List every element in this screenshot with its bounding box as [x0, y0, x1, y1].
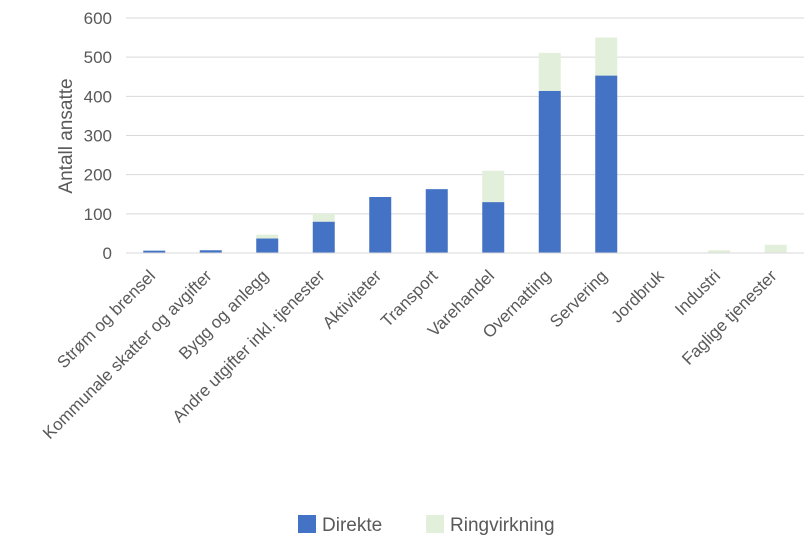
- legend-ringvirkning-swatch: [426, 515, 444, 533]
- x-tick-label-servering: Servering: [546, 266, 611, 331]
- bar-direkte-strom-og-brensel: [143, 250, 166, 253]
- bar-ringvirkning-industri: [708, 250, 731, 253]
- legend-direkte-swatch: [298, 515, 316, 533]
- x-tick-label-aktiviteter: Aktiviteter: [319, 266, 385, 332]
- bar-direkte-bygg-og-anlegg: [256, 238, 279, 253]
- y-tick-label-200: 200: [84, 166, 112, 185]
- bar-direkte-servering: [595, 75, 618, 253]
- bar-ringvirkning-andre-utgifter-inkl-tjenester: [312, 213, 335, 222]
- bar-ringvirkning-overnatting: [538, 52, 561, 91]
- y-tick-label-100: 100: [84, 205, 112, 224]
- bar-ringvirkning-varehandel: [482, 170, 505, 203]
- x-tick-label-jordbruk: Jordbruk: [607, 266, 668, 327]
- x-tick-label-industri: Industri: [671, 266, 724, 319]
- legend-ringvirkning-label: Ringvirkning: [450, 515, 555, 536]
- bar-direkte-kommunale-skatter-og-avgifter: [199, 250, 222, 253]
- legend: Direkte Ringvirkning: [298, 515, 555, 536]
- y-tick-label-600: 600: [84, 9, 112, 28]
- bar-direkte-varehandel: [482, 202, 505, 253]
- legend-direkte-label: Direkte: [322, 515, 382, 536]
- x-tick-label-strom-og-brensel: Strøm og brensel: [53, 266, 159, 372]
- y-tick-label-500: 500: [84, 48, 112, 67]
- bar-direkte-overnatting: [538, 90, 561, 253]
- bar-direkte-transport: [425, 189, 448, 253]
- bar-ringvirkning-servering: [595, 37, 618, 76]
- y-axis-title: Antall ansatte: [56, 78, 77, 193]
- bar-ringvirkning-faglige-tjenester: [764, 244, 787, 253]
- y-tick-labels: 0 100 200 300 400 500 600: [84, 9, 112, 263]
- grid-lines: [126, 17, 804, 215]
- x-tick-label-faglige-tjenester: Faglige tjenester: [678, 266, 781, 369]
- y-tick-label-0: 0: [103, 244, 112, 263]
- y-tick-label-400: 400: [84, 87, 112, 106]
- bar-direkte-andre-utgifter-inkl-tjenester: [312, 221, 335, 253]
- bar-direkte-aktiviteter: [369, 196, 392, 253]
- bars: [143, 37, 787, 253]
- bar-ringvirkning-bygg-og-anlegg: [256, 234, 279, 239]
- y-tick-label-300: 300: [84, 127, 112, 146]
